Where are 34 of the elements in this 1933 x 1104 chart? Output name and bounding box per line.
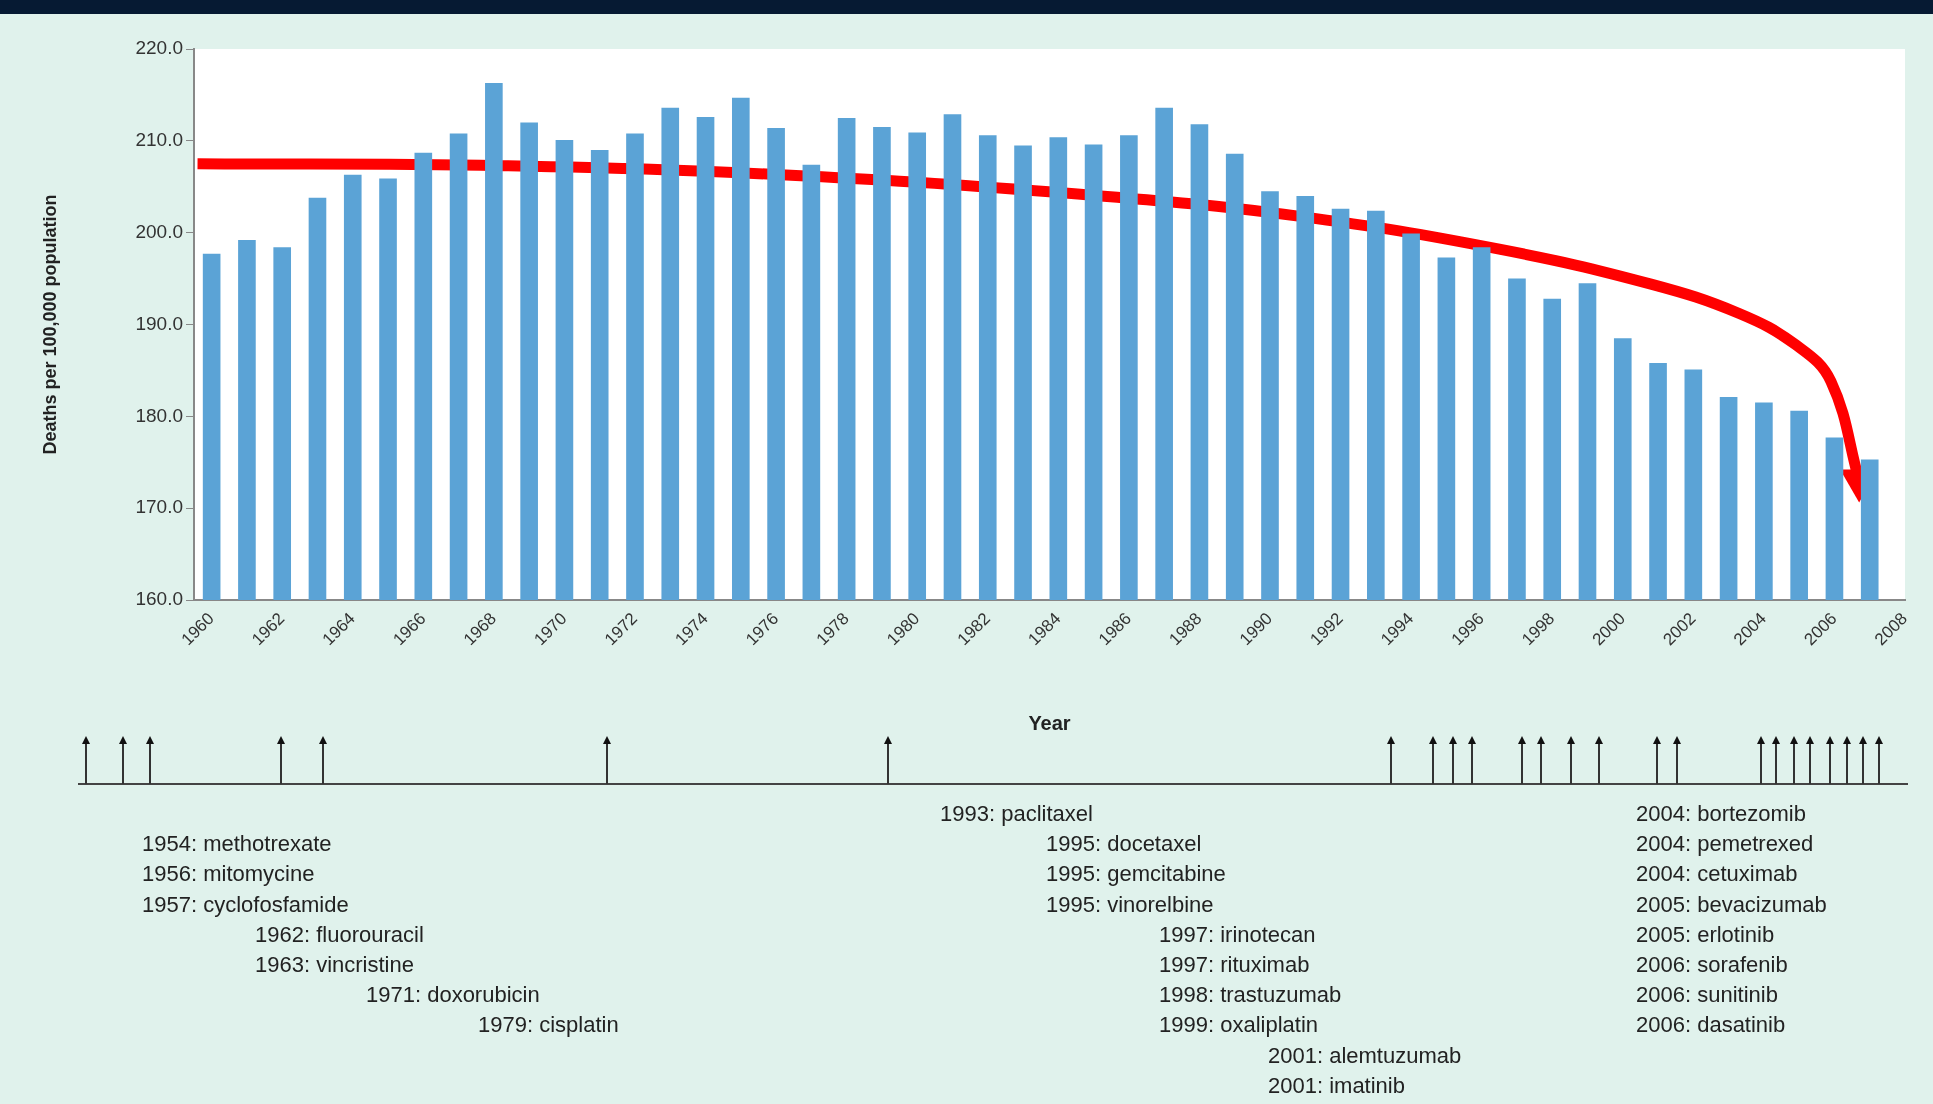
y-tick-label: 200.0	[135, 220, 183, 242]
text: 1979: cisplatin	[478, 1012, 619, 1039]
y-tick-label: 160.0	[135, 588, 183, 610]
text: 2006: dasatinib	[1636, 1012, 1786, 1039]
text: 2006: sunitinib	[1636, 982, 1778, 1009]
text: 2004: cetuximab	[1636, 861, 1798, 888]
y-tick-label: 170.0	[135, 496, 183, 518]
text: 2004: bortezomib	[1636, 801, 1806, 827]
text: 2001: alemtuzumab	[1268, 1042, 1462, 1069]
text: 1995: gemcitabine	[1046, 861, 1226, 888]
text: 1995: docetaxel	[1046, 831, 1202, 858]
text: 1963: vincristine	[255, 952, 414, 978]
y-tick-label: 210.0	[135, 129, 183, 151]
text: 1971: doxorubicin	[366, 982, 540, 1009]
text: 1997: irinotecan	[1159, 921, 1316, 948]
text: 2006: sorafenib	[1636, 952, 1788, 978]
text: 2004: pemetrexed	[1636, 831, 1814, 858]
y-tick-label: 220.0	[135, 37, 183, 59]
y-tick-label: 180.0	[135, 404, 183, 426]
text: 1997: rituximab	[1159, 952, 1310, 978]
y-tick-label: 190.0	[135, 312, 183, 334]
text: 1993: paclitaxel	[940, 801, 1093, 827]
text: 1999: oxaliplatin	[1159, 1012, 1319, 1039]
text: 2005: erlotinib	[1636, 921, 1775, 948]
text: 2005: bevacizumab	[1636, 891, 1827, 918]
text: 1962: fluorouracil	[255, 921, 424, 948]
text: 1998: trastuzumab	[1159, 982, 1342, 1009]
text: 1995: vinorelbine	[1046, 891, 1214, 918]
text: 2001: imatinib	[1268, 1072, 1405, 1099]
text: 1956: mitomycine	[142, 861, 315, 888]
y-axis-title: Deaths per 100,000 population	[39, 194, 60, 455]
text: 1954: methotrexate	[142, 831, 332, 858]
x-axis-title: Year	[1028, 711, 1071, 734]
text: 1957: cyclofosfamide	[142, 891, 349, 918]
